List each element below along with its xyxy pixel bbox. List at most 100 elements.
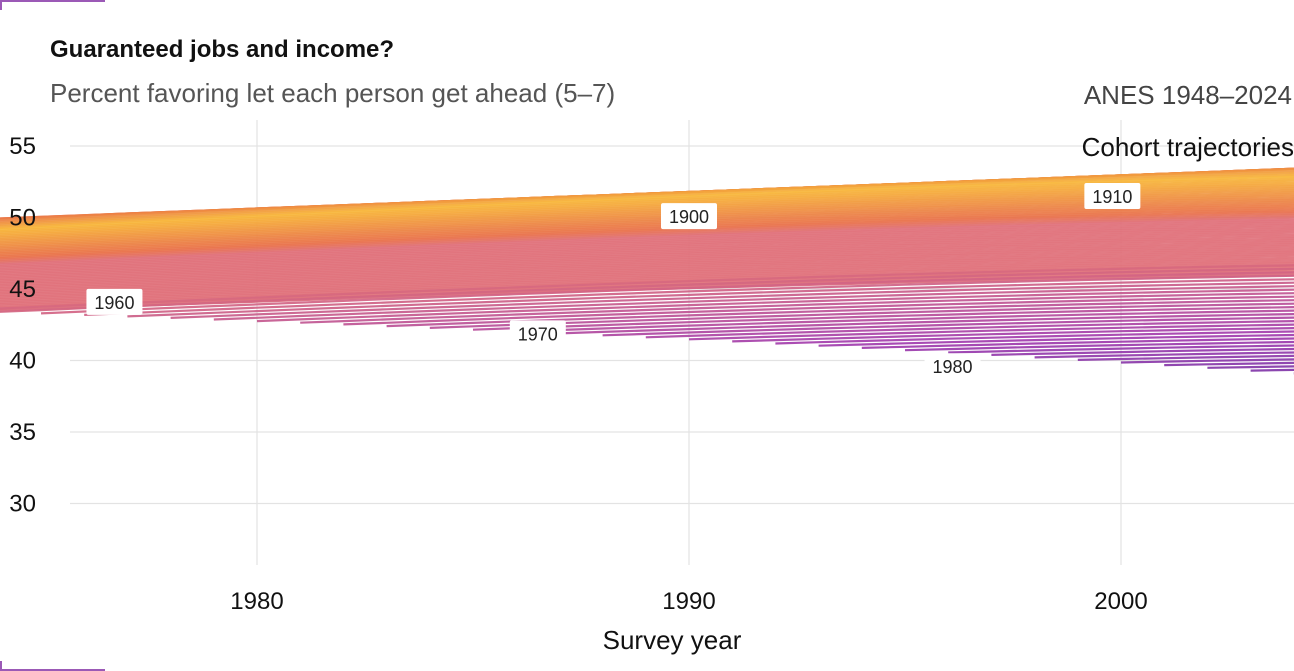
- cohort-line-1935: [0, 237, 1294, 282]
- cohort-line-1960: [170, 281, 1294, 319]
- cohort-line-1945: [0, 256, 1294, 298]
- cohort-line-1941: [0, 248, 1294, 292]
- cohort-line-1902: [0, 173, 1294, 230]
- cohort-line-1937: [0, 241, 1294, 285]
- cohort-line-1959: [127, 278, 1294, 318]
- cohort-line-1939: [0, 245, 1294, 288]
- y-tick-label-35: 35: [9, 419, 36, 446]
- cohort-line-1963: [300, 292, 1294, 324]
- cohort-label-1960: 1960: [94, 293, 134, 313]
- cohort-label-1900: 1900: [669, 207, 709, 227]
- cohort-label-1970: 1970: [518, 324, 558, 344]
- cohort-line-1922: [0, 212, 1294, 261]
- y-tick-label-30: 30: [9, 491, 36, 518]
- cohort-line-1934: [0, 235, 1294, 280]
- cohort-labels: 190019101920195019601970198019902000: [86, 183, 1141, 380]
- cohort-line-1917: [0, 202, 1294, 253]
- cohort-line-1976: [861, 337, 1294, 349]
- corner-mark-bottom-vertical: [0, 661, 2, 671]
- cohort-label-1980: 1980: [932, 357, 972, 377]
- cohort-line-1968: [516, 309, 1294, 333]
- chart-title: Guaranteed jobs and income?: [50, 36, 395, 63]
- cohort-line-1979: [991, 347, 1294, 356]
- y-tick-label-40: 40: [9, 348, 36, 375]
- cohort-line-1946: [0, 258, 1294, 300]
- cohort-line-1957: [40, 271, 1294, 315]
- x-tick-label-1980: 1980: [230, 588, 283, 615]
- cohort-line-1929: [0, 225, 1294, 273]
- chart-source: ANES 1948–2024: [1083, 80, 1292, 110]
- y-tick-label-55: 55: [9, 133, 36, 160]
- x-tick-label-2000: 2000: [1094, 588, 1147, 615]
- corner-mark-top: [0, 0, 105, 2]
- cohort-line-1911: [0, 191, 1294, 244]
- cohort-line-1950: [0, 266, 1294, 306]
- cohort-line-1981: [1077, 354, 1294, 361]
- cohort-line-1969: [559, 312, 1294, 335]
- cohort-line-1905: [0, 179, 1294, 234]
- cohort-line-1965: [386, 299, 1294, 328]
- cohort-line-1978: [948, 344, 1294, 354]
- chart-subtitle: Percent favoring let each person get ahe…: [50, 78, 616, 108]
- cohort-line-1973: [732, 326, 1294, 343]
- cohort-line-1918: [0, 204, 1294, 255]
- cohort-label-bg-1980: [924, 353, 981, 380]
- cohort-line-1914: [0, 196, 1294, 249]
- cohort-line-1970: [602, 316, 1294, 337]
- cohort-line-1904: [0, 177, 1294, 233]
- cohort-line-1910: [0, 189, 1294, 242]
- cohort-line-1962: [256, 288, 1294, 323]
- cohort-line-1930: [0, 227, 1294, 274]
- cohort-line-1908: [0, 185, 1294, 239]
- cohort-line-1971: [645, 319, 1294, 339]
- cohort-line-1920: [0, 208, 1294, 258]
- cohort-label-bg-1910: [1084, 183, 1141, 210]
- cohort-line-1977: [904, 340, 1294, 352]
- cohort-line-1926: [0, 220, 1294, 268]
- y-axis-ticks: 30 35 40 45 50 55: [9, 133, 36, 518]
- cohort-line-1980: [1034, 351, 1294, 359]
- cohort-line-1933: [0, 233, 1294, 279]
- cohort-line-1961: [213, 285, 1294, 321]
- y-tick-label-50: 50: [9, 205, 36, 232]
- cohort-line-1919: [0, 206, 1294, 257]
- cohort-line-1956: [0, 267, 1294, 313]
- cohort-line-1940: [0, 246, 1294, 290]
- cohort-line-1927: [0, 221, 1294, 269]
- cohort-line-1967: [472, 305, 1294, 331]
- cohort-label-bg-1900: [661, 203, 717, 230]
- cohort-line-1964: [343, 295, 1294, 326]
- cohort-line-1972: [688, 323, 1294, 341]
- cohort-line-1909: [0, 187, 1294, 241]
- cohort-line-1955: [0, 264, 1294, 310]
- cohort-line-1942: [0, 250, 1294, 293]
- cohort-line-1931: [0, 229, 1294, 276]
- cohort-line-1943: [0, 252, 1294, 295]
- cohort-label-bg-1960: [86, 288, 143, 315]
- corner-mark-top-vertical: [0, 0, 2, 10]
- cohort-line-1932: [0, 231, 1294, 277]
- cohort-line-1923: [0, 214, 1294, 263]
- cohort-lines: [0, 167, 1294, 375]
- cohort-line-1913: [0, 194, 1294, 247]
- cohort-line-1915: [0, 198, 1294, 250]
- cohort-line-1936: [0, 239, 1294, 284]
- cohort-line-1921: [0, 210, 1294, 260]
- cohort-label-1910: 1910: [1092, 187, 1132, 207]
- cohort-line-1938: [0, 243, 1294, 287]
- cohort-line-1928: [0, 223, 1294, 271]
- cohort-line-1901: [0, 171, 1294, 228]
- cohort-label-bg-1970: [509, 320, 566, 347]
- cohort-line-1907: [0, 183, 1294, 238]
- cohort-line-1958: [84, 274, 1294, 316]
- cohort-line-1906: [0, 181, 1294, 236]
- cohort-line-1974: [775, 330, 1294, 345]
- x-axis-ticks: 19801990200020102020: [230, 588, 1147, 615]
- cohort-line-1916: [0, 200, 1294, 252]
- corner-mark-bottom: [0, 669, 105, 671]
- cohort-line-1912: [0, 193, 1294, 245]
- cohort-line-1925: [0, 218, 1294, 266]
- cohort-line-1948: [0, 262, 1294, 303]
- cohort-line-1924: [0, 216, 1294, 265]
